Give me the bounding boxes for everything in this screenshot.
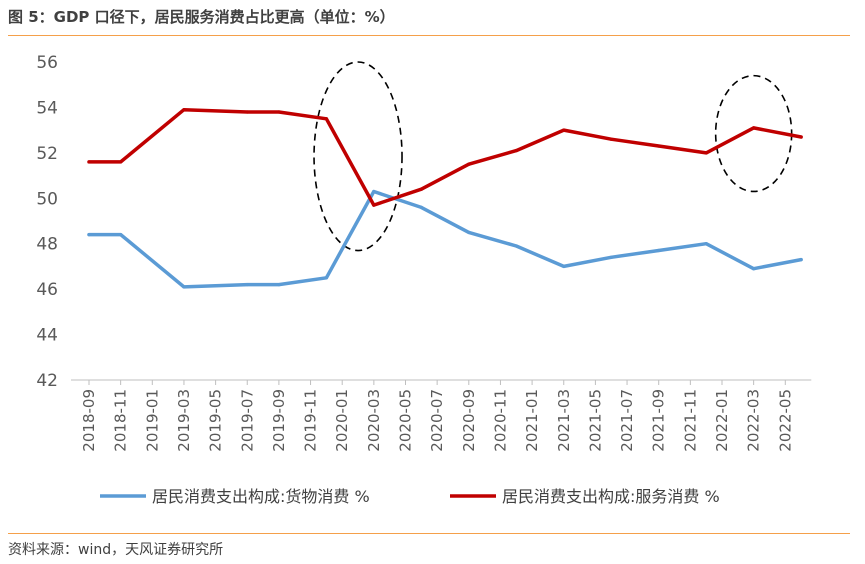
data-point xyxy=(562,264,566,269)
y-tick-label: 44 xyxy=(36,326,58,346)
x-tick-label: 2019-01 xyxy=(143,389,161,452)
y-tick-label: 52 xyxy=(36,144,58,164)
x-tick-label: 2020-05 xyxy=(397,389,415,452)
data-point xyxy=(704,151,708,155)
data-point xyxy=(562,128,566,132)
annotation-ellipse xyxy=(313,61,403,252)
x-tick-label: 2022-05 xyxy=(776,389,794,452)
y-axis-ticks: 42 44 46 48 50 52 54 56 xyxy=(36,53,58,391)
x-tick-label: 2020-11 xyxy=(491,389,509,452)
x-tick-label: 2021-01 xyxy=(523,389,541,452)
x-tick-label: 2019-11 xyxy=(302,389,320,452)
figure-title: 图 5：GDP 口径下，居民服务消费占比更高（单位：%） xyxy=(8,8,395,26)
data-point xyxy=(182,285,186,289)
x-tick-label: 2020-07 xyxy=(428,389,446,452)
x-tick-label: 2020-09 xyxy=(460,389,478,452)
title-rule xyxy=(8,35,850,36)
x-tick-label: 2021-11 xyxy=(681,389,699,452)
series-line-goods xyxy=(87,189,803,289)
x-tick-label: 2018-11 xyxy=(112,389,130,452)
data-point xyxy=(245,110,249,114)
data-point xyxy=(514,148,518,153)
x-tick-label: 2019-07 xyxy=(238,389,256,452)
x-tick-label: 2018-09 xyxy=(80,389,98,452)
x-axis-ticks: 2018-09 2018-11 2019-01 2019-03 2019-05 2019-… xyxy=(80,380,794,452)
data-point xyxy=(467,162,471,166)
data-point xyxy=(609,255,613,259)
y-tick-label: 54 xyxy=(36,98,58,118)
data-point xyxy=(419,187,423,191)
data-point xyxy=(372,203,376,207)
data-point xyxy=(119,233,123,237)
data-point xyxy=(799,135,803,139)
x-tick-label: 2019-09 xyxy=(270,389,288,452)
legend: 居民消费支出构成:货物消费 % 居民消费支出构成:服务消费 % xyxy=(100,487,720,506)
data-point xyxy=(372,189,376,194)
x-tick-label: 2021-07 xyxy=(618,389,636,452)
data-point xyxy=(657,248,661,253)
source-rule xyxy=(8,533,850,534)
series-line-services xyxy=(87,107,803,207)
x-tick-label: 2021-05 xyxy=(586,389,604,452)
data-point xyxy=(657,144,661,148)
data-point xyxy=(324,276,328,280)
source-note: 资料来源：wind，天风证券研究所 xyxy=(8,542,224,558)
x-tick-label: 2021-03 xyxy=(555,389,573,452)
data-point xyxy=(87,160,91,164)
y-tick-label: 46 xyxy=(36,280,58,300)
data-point xyxy=(182,108,186,112)
y-tick-label: 42 xyxy=(36,371,58,391)
data-point xyxy=(87,233,91,237)
series-lines xyxy=(87,107,803,289)
y-tick-label: 48 xyxy=(36,235,58,255)
legend-label-services: 居民消费支出构成:服务消费 % xyxy=(502,487,720,506)
x-tick-label: 2019-03 xyxy=(175,389,193,452)
x-tick-label: 2019-05 xyxy=(207,389,225,452)
legend-label-goods: 居民消费支出构成:货物消费 % xyxy=(152,487,370,506)
x-tick-label: 2022-01 xyxy=(713,389,731,452)
x-tick-label: 2020-01 xyxy=(333,389,351,452)
x-tick-label: 2022-03 xyxy=(745,389,763,452)
data-point xyxy=(704,242,708,246)
y-tick-label: 56 xyxy=(36,53,58,73)
data-point xyxy=(467,230,471,234)
data-point xyxy=(245,283,249,287)
data-point xyxy=(119,160,123,164)
data-point xyxy=(752,126,756,130)
y-tick-label: 50 xyxy=(36,189,58,209)
data-point xyxy=(799,258,803,262)
x-tick-label: 2021-09 xyxy=(650,389,668,452)
data-point xyxy=(277,283,281,287)
data-point xyxy=(752,267,756,271)
data-point xyxy=(514,244,518,248)
data-point xyxy=(324,117,328,121)
x-tick-label: 2020-03 xyxy=(365,389,383,452)
data-point xyxy=(419,205,423,209)
data-point xyxy=(277,110,281,114)
data-point xyxy=(609,137,613,141)
annotation-group xyxy=(313,61,793,252)
